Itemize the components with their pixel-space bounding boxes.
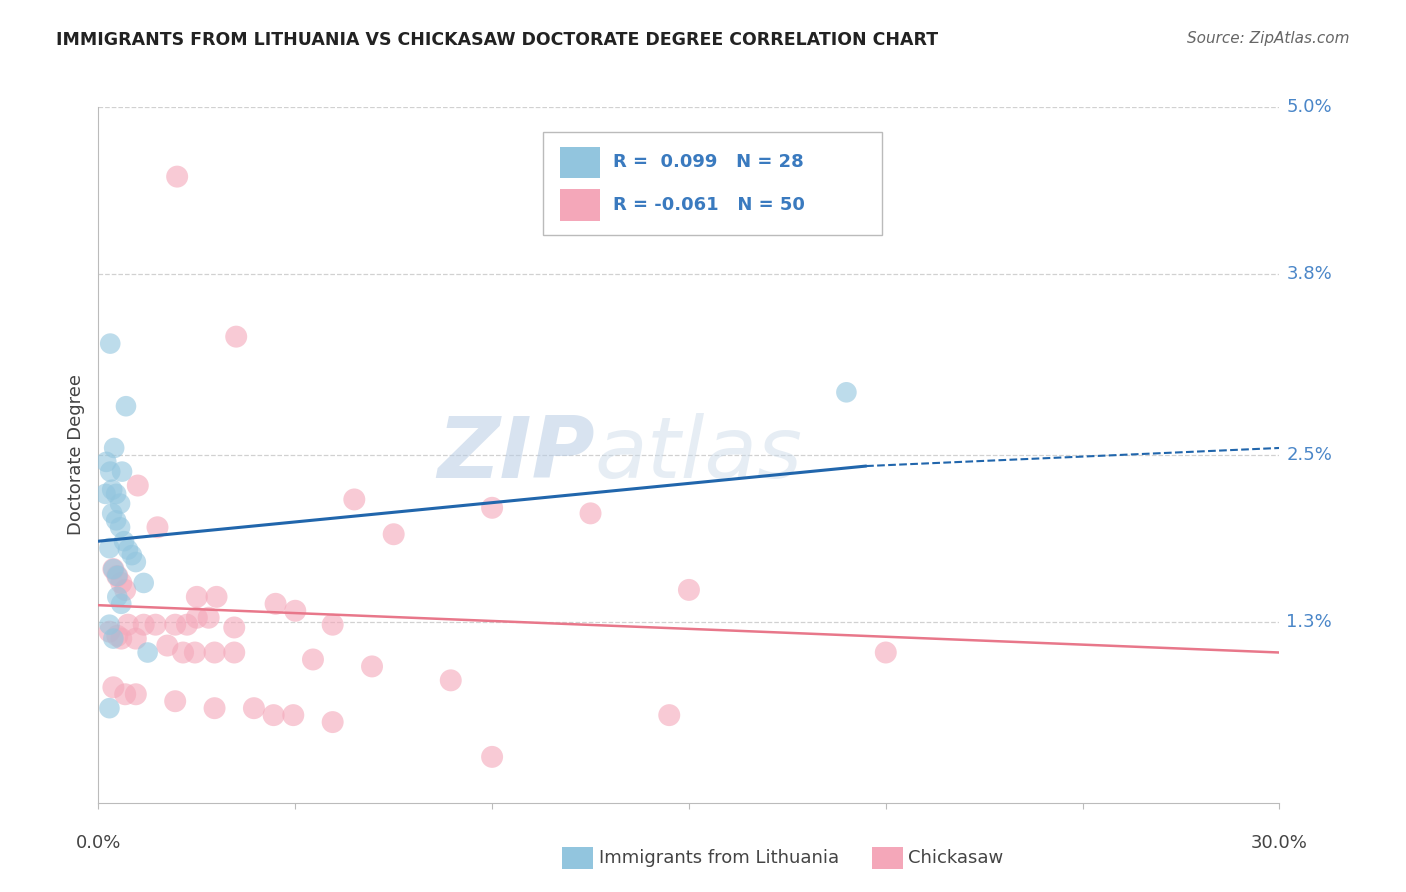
Point xyxy=(322,617,344,632)
Point xyxy=(204,701,226,715)
Point xyxy=(110,632,132,646)
Text: IMMIGRANTS FROM LITHUANIA VS CHICKASAW DOCTORATE DEGREE CORRELATION CHART: IMMIGRANTS FROM LITHUANIA VS CHICKASAW D… xyxy=(56,31,938,49)
Y-axis label: Doctorate Degree: Doctorate Degree xyxy=(66,375,84,535)
Point xyxy=(108,520,131,534)
Point xyxy=(481,750,503,764)
Point xyxy=(165,694,187,708)
Point xyxy=(105,629,128,643)
Point xyxy=(224,620,246,634)
Point xyxy=(105,569,128,583)
Point xyxy=(121,548,143,562)
Point xyxy=(184,646,207,660)
Point xyxy=(343,492,366,507)
Text: 1.3%: 1.3% xyxy=(1286,613,1333,631)
Point xyxy=(225,329,247,343)
Text: 0.0%: 0.0% xyxy=(76,834,121,852)
Text: Chickasaw: Chickasaw xyxy=(908,849,1004,867)
Point xyxy=(132,576,155,591)
Point xyxy=(186,590,208,604)
Point xyxy=(165,617,187,632)
Point xyxy=(115,399,138,413)
Point xyxy=(98,701,121,715)
Point xyxy=(112,534,135,549)
Point xyxy=(176,617,198,632)
Point xyxy=(156,639,179,653)
Point xyxy=(204,646,226,660)
Text: ZIP: ZIP xyxy=(437,413,595,497)
Point xyxy=(264,597,287,611)
Point xyxy=(186,611,208,625)
Point xyxy=(224,646,246,660)
Point xyxy=(382,527,405,541)
Point xyxy=(166,169,188,184)
Point xyxy=(875,646,897,660)
Point xyxy=(101,507,124,521)
Point xyxy=(94,487,117,501)
Point xyxy=(283,708,305,723)
Point xyxy=(103,681,125,695)
Point xyxy=(835,385,858,400)
Point xyxy=(105,590,128,604)
Point xyxy=(302,652,325,666)
Text: R =  0.099   N = 28: R = 0.099 N = 28 xyxy=(613,153,804,171)
Point xyxy=(110,597,132,611)
Text: 2.5%: 2.5% xyxy=(1286,446,1333,464)
Point xyxy=(284,604,307,618)
Text: atlas: atlas xyxy=(595,413,803,497)
Point xyxy=(440,673,463,688)
Point xyxy=(205,590,228,604)
Point xyxy=(98,617,121,632)
Point xyxy=(145,617,167,632)
Point xyxy=(101,483,124,497)
Point xyxy=(111,465,134,479)
Point xyxy=(579,507,602,521)
Point xyxy=(263,708,285,723)
Point xyxy=(96,455,118,469)
Point xyxy=(103,562,125,576)
Point xyxy=(127,478,149,492)
Text: R = -0.061   N = 50: R = -0.061 N = 50 xyxy=(613,196,806,214)
Point xyxy=(361,659,384,673)
Text: 30.0%: 30.0% xyxy=(1251,834,1308,852)
Point xyxy=(146,520,169,534)
Point xyxy=(658,708,681,723)
Point xyxy=(125,632,148,646)
Point xyxy=(108,497,131,511)
Point xyxy=(322,715,344,730)
Point xyxy=(114,687,136,701)
Point xyxy=(243,701,266,715)
Point xyxy=(481,500,503,515)
Text: 3.8%: 3.8% xyxy=(1286,265,1333,283)
Point xyxy=(98,541,121,556)
Point xyxy=(105,569,128,583)
Point xyxy=(125,687,148,701)
Point xyxy=(678,582,700,597)
Point xyxy=(98,336,121,351)
Point xyxy=(197,611,219,625)
Point xyxy=(117,617,139,632)
Text: 5.0%: 5.0% xyxy=(1286,98,1331,116)
Text: Immigrants from Lithuania: Immigrants from Lithuania xyxy=(599,849,839,867)
Point xyxy=(136,646,159,660)
Point xyxy=(105,513,128,527)
Point xyxy=(110,576,132,591)
Point xyxy=(103,441,125,455)
Point xyxy=(103,632,125,646)
Point xyxy=(172,646,194,660)
Point xyxy=(98,465,121,479)
Point xyxy=(98,624,121,639)
Point xyxy=(125,555,148,569)
Text: Source: ZipAtlas.com: Source: ZipAtlas.com xyxy=(1187,31,1350,46)
Point xyxy=(103,562,125,576)
Point xyxy=(114,582,136,597)
Point xyxy=(117,542,139,557)
Point xyxy=(105,487,128,501)
Point xyxy=(132,617,155,632)
